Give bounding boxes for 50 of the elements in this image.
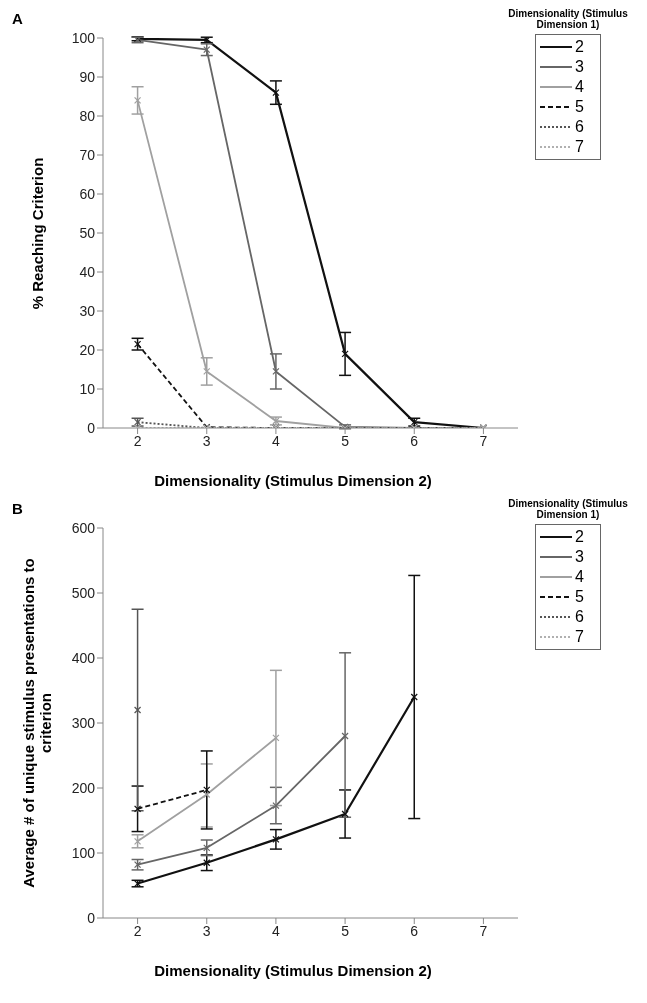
x-tick-label: 2 [133, 922, 142, 939]
y-tick-label: 300 [71, 714, 96, 731]
legend-label: 2 [575, 38, 584, 56]
y-tick-label: 20 [79, 341, 96, 358]
x-tick-label: 7 [479, 432, 488, 449]
y-tick-label: 80 [79, 107, 96, 124]
legend-label: 4 [575, 78, 584, 96]
x-tick-label: 7 [479, 922, 488, 939]
y-tick-label: 100 [71, 844, 96, 861]
legend-label: 6 [575, 118, 584, 136]
legend-label: 3 [575, 548, 584, 566]
x-tick-label: 5 [341, 432, 350, 449]
legend-label: 4 [575, 568, 584, 586]
x-tick-label: 6 [410, 432, 419, 449]
legend-label: 7 [575, 628, 584, 646]
x-tick-label: 6 [410, 922, 419, 939]
legend-label: 6 [575, 608, 584, 626]
legend-title: Dimensionality (Stimulus Dimension 1) [507, 8, 629, 30]
y-tick-label: 200 [71, 779, 96, 796]
y-tick-label: 400 [71, 649, 96, 666]
legend-label: 5 [575, 588, 584, 606]
x-tick-label: 3 [202, 432, 211, 449]
y-tick-label: 70 [79, 146, 96, 163]
x-tick-label: 5 [341, 922, 350, 939]
y-tick-label: 90 [79, 68, 96, 85]
x-tick-label: 4 [272, 432, 281, 449]
x-tick-label: 2 [133, 432, 142, 449]
text: A [12, 10, 23, 27]
y-tick-label: 30 [79, 302, 96, 319]
y-tick-label: 0 [87, 909, 96, 926]
y-tick-label: 50 [79, 224, 96, 241]
legend-label: 7 [575, 138, 584, 156]
y-tick-label: 500 [71, 584, 96, 601]
x-axis-title: Dimensionality (Stimulus Dimension 2) [153, 962, 433, 979]
legend-title: Dimensionality (Stimulus Dimension 1) [507, 498, 629, 520]
y-tick-label: 600 [71, 519, 96, 536]
text: B [12, 500, 23, 517]
y-tick-label: 40 [79, 263, 96, 280]
x-tick-label: 4 [272, 922, 281, 939]
legend-label: 5 [575, 98, 584, 116]
y-tick-label: 60 [79, 185, 96, 202]
legend-label: 2 [575, 528, 584, 546]
y-tick-label: 10 [79, 380, 96, 397]
y-axis-title: Average # of unique stimulus presentations to criterion [20, 557, 54, 890]
y-tick-label: 100 [71, 29, 96, 46]
legend-label: 3 [575, 58, 584, 76]
y-axis-title: % Reaching Criterion [28, 156, 46, 311]
x-tick-label: 3 [202, 922, 211, 939]
y-tick-label: 0 [87, 419, 96, 436]
x-axis-title: Dimensionality (Stimulus Dimension 2) [153, 472, 433, 489]
